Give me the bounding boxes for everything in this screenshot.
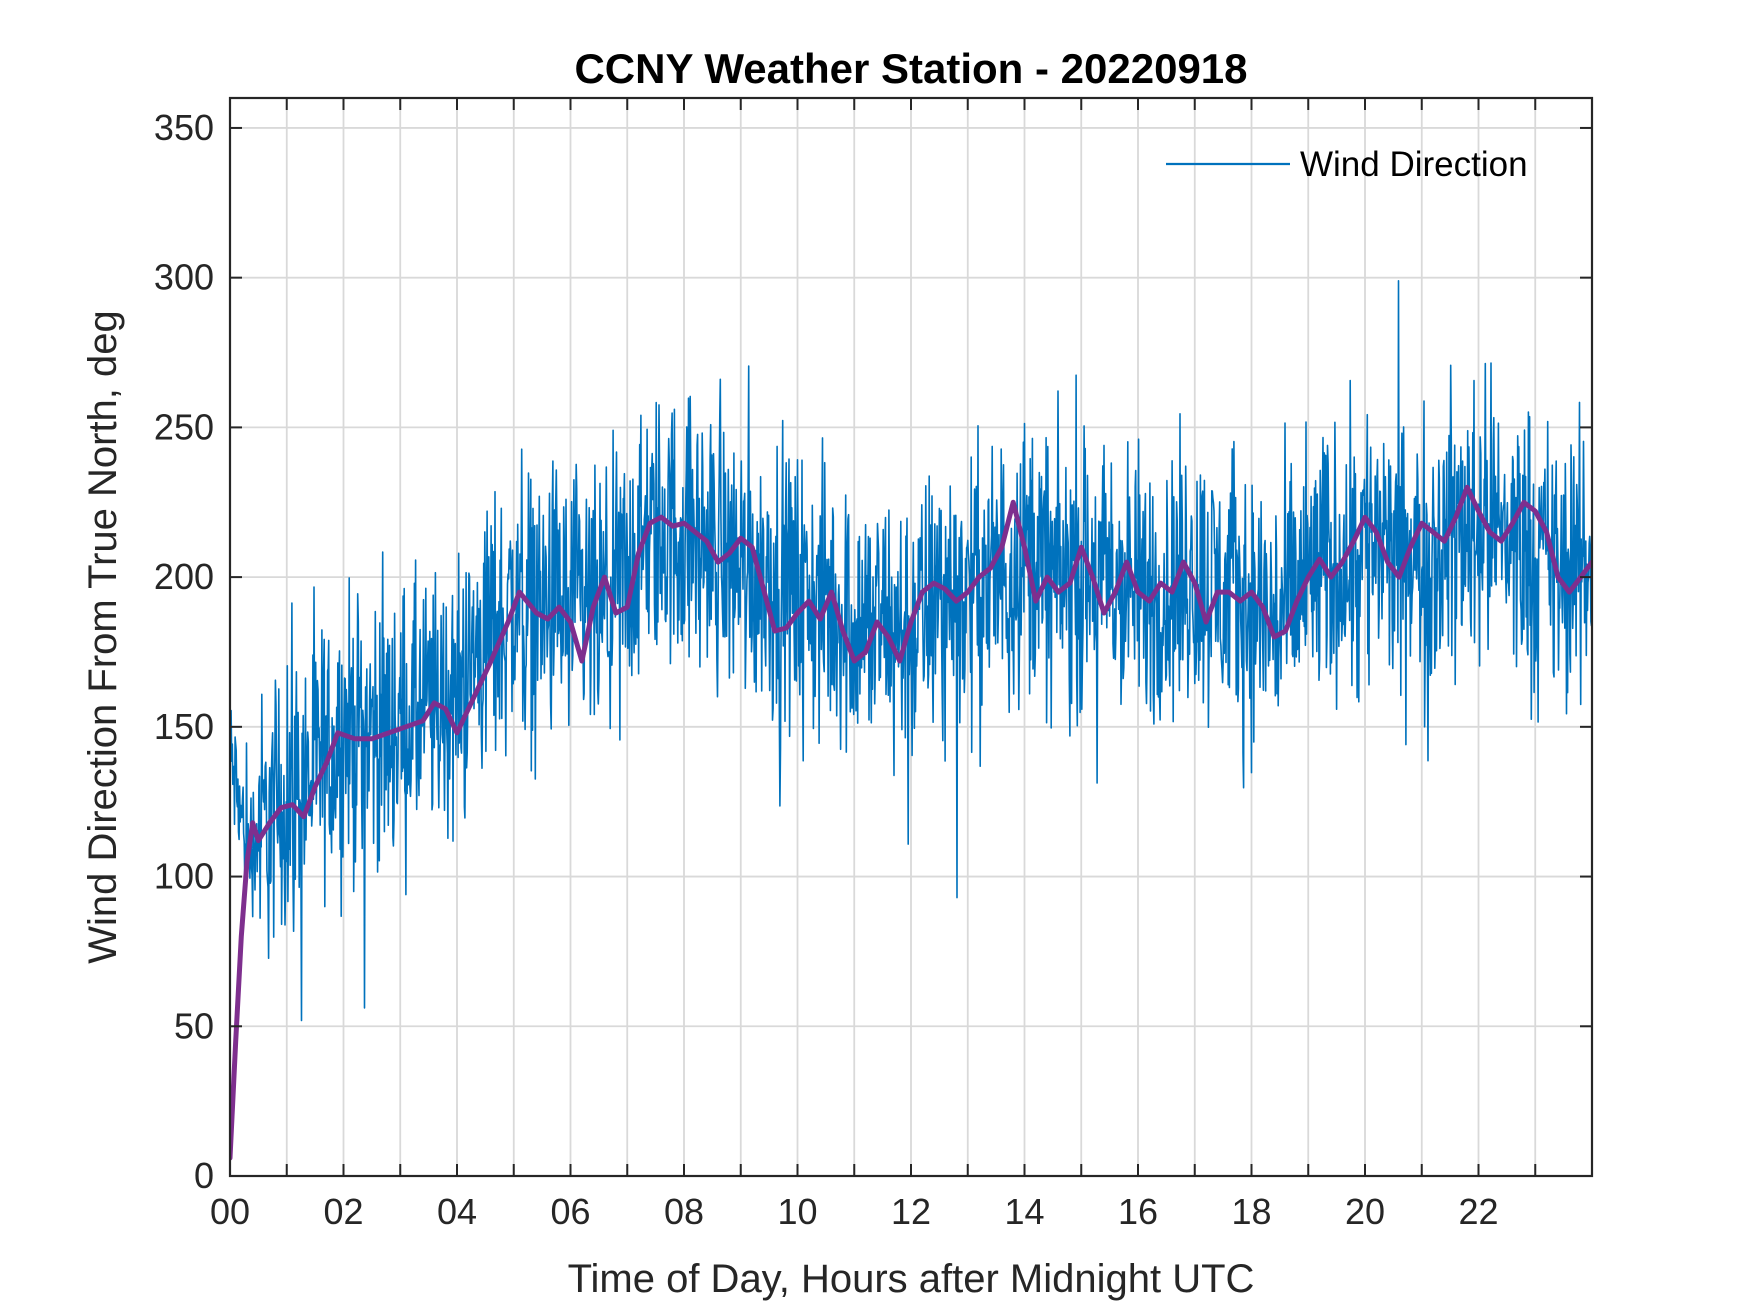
y-tick-label: 250 [154, 406, 214, 447]
x-axis-label: Time of Day, Hours after Midnight UTC [568, 1257, 1255, 1301]
y-tick-label: 200 [154, 556, 214, 597]
x-tick-label: 06 [550, 1191, 590, 1232]
y-axis-label: Wind Direction From True North, deg [81, 310, 125, 964]
ticks [230, 98, 1592, 1177]
y-tick-labels: 0 50 100 150 200 250 300 350 [154, 107, 214, 1196]
y-tick-label: 300 [154, 257, 214, 298]
x-tick-label: 16 [1118, 1191, 1158, 1232]
x-tick-label: 04 [437, 1191, 477, 1232]
y-tick-label: 350 [154, 107, 214, 148]
x-tick-label: 20 [1345, 1191, 1385, 1232]
y-tick-label: 0 [194, 1155, 214, 1196]
x-tick-label: 18 [1231, 1191, 1271, 1232]
x-tick-label: 12 [891, 1191, 931, 1232]
y-tick-label: 50 [174, 1005, 214, 1046]
x-tick-label: 22 [1458, 1191, 1498, 1232]
x-tick-label: 02 [323, 1191, 363, 1232]
legend-label-wind-direction: Wind Direction [1300, 145, 1528, 184]
y-tick-label: 100 [154, 856, 214, 897]
plot-lines [230, 280, 1592, 1161]
x-tick-label: 10 [777, 1191, 817, 1232]
legend: Wind Direction [1166, 145, 1528, 184]
x-tick-label: 14 [1004, 1191, 1044, 1232]
x-tick-label: 08 [664, 1191, 704, 1232]
x-tick-label: 00 [210, 1191, 250, 1232]
wind-direction-smoothed-line [230, 484, 1592, 1161]
chart-title: CCNY Weather Station - 20220918 [574, 45, 1247, 92]
x-tick-labels: 00 02 04 06 08 10 12 14 16 18 20 22 [210, 1191, 1499, 1232]
y-tick-label: 150 [154, 706, 214, 747]
